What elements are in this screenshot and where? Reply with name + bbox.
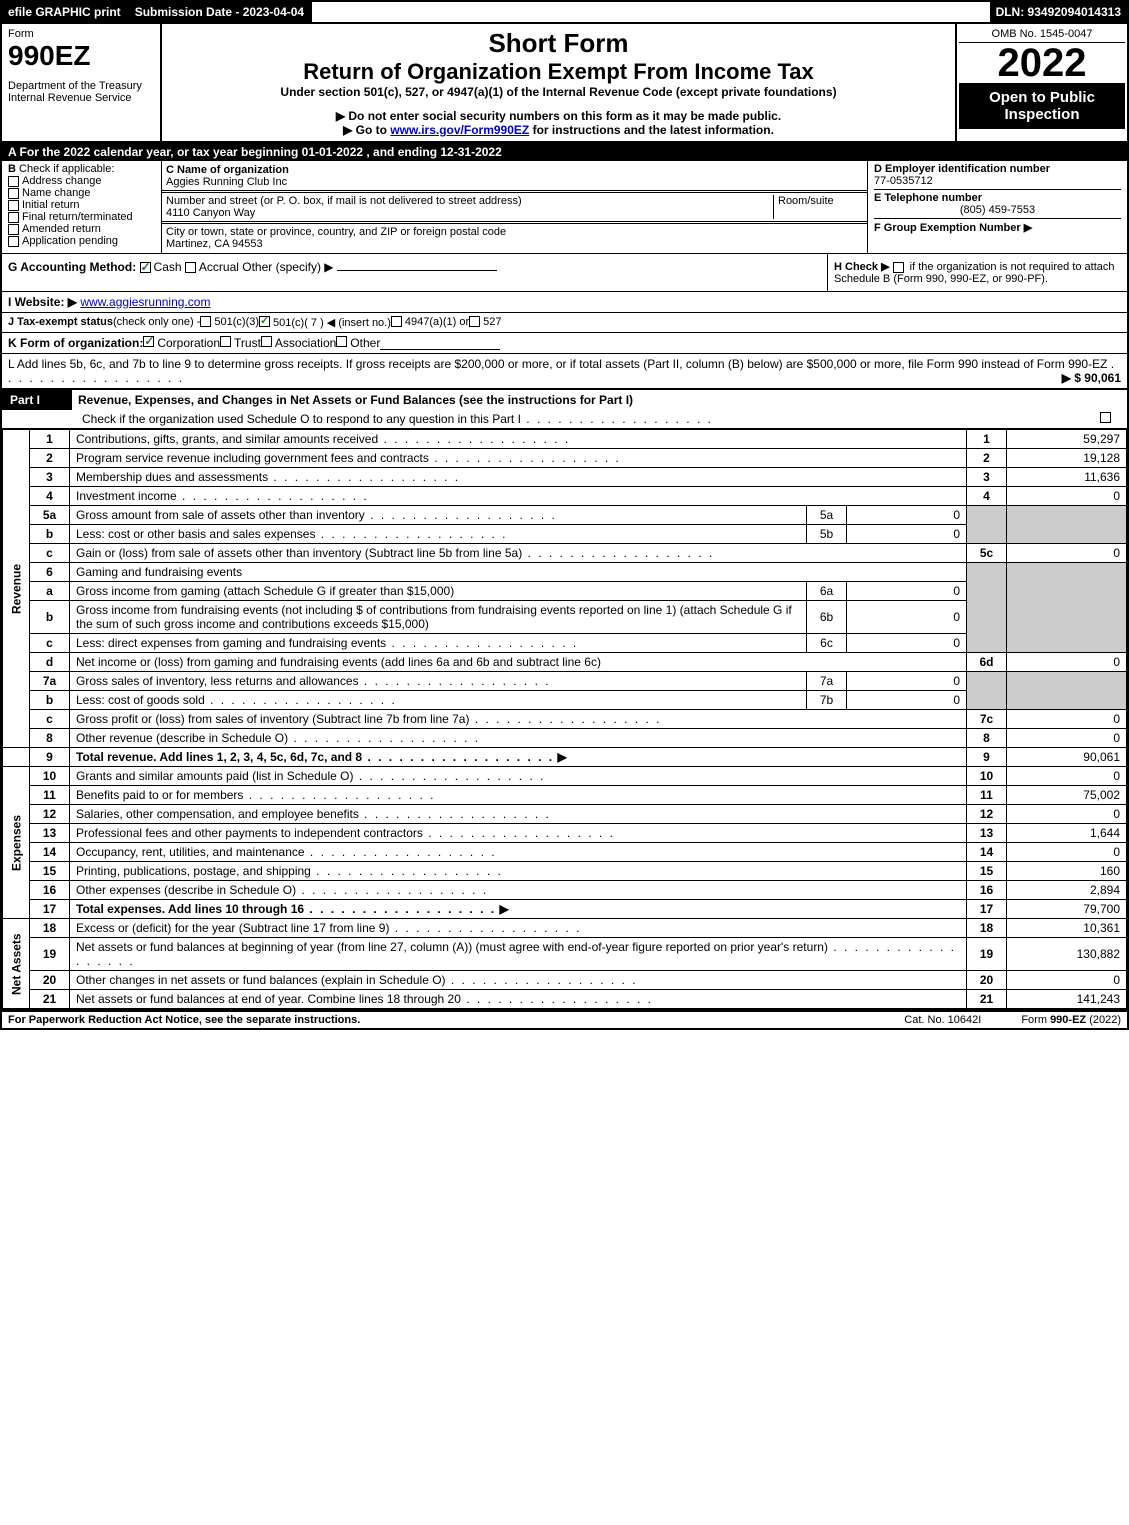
form-word: Form [8,28,154,40]
net-assets-label: Net Assets [3,919,30,1009]
accrual-checkbox[interactable] [185,262,196,273]
line-i: I Website: ▶ www.aggiesrunning.com [0,292,1129,313]
line1-value: 59,297 [1007,430,1127,449]
section-b: B Check if applicable: Address change Na… [2,161,162,253]
line-a: A For the 2022 calendar year, or tax yea… [0,143,1129,161]
website-link[interactable]: www.aggiesrunning.com [80,295,210,309]
501c-checkbox[interactable] [259,316,270,327]
form-header: Form 990EZ Department of the Treasury In… [0,24,1129,143]
schedule-b-checkbox[interactable] [893,262,904,273]
501c3-checkbox[interactable] [200,316,211,327]
line9-value: 90,061 [1007,748,1127,767]
section-c: C Name of organization Aggies Running Cl… [162,161,867,253]
page-footer: For Paperwork Reduction Act Notice, see … [0,1011,1129,1030]
part1-header: Part IRevenue, Expenses, and Changes in … [0,390,1129,429]
line17-value: 79,700 [1007,900,1127,919]
telephone: (805) 459-7553 [874,204,1121,216]
initial-return-checkbox[interactable] [8,200,19,211]
amended-return-checkbox[interactable] [8,224,19,235]
other-method-input[interactable] [337,270,497,271]
department: Department of the Treasury Internal Reve… [8,80,154,104]
line21-value: 141,243 [1007,990,1127,1009]
part1-table: Revenue 1Contributions, gifts, grants, a… [0,429,1129,1011]
irs-link[interactable]: www.irs.gov/Form990EZ [390,123,529,137]
name-change-checkbox[interactable] [8,188,19,199]
line20-value: 0 [1007,971,1127,990]
form-ref: Form 990-EZ (2022) [1021,1014,1121,1026]
4947-checkbox[interactable] [391,316,402,327]
association-checkbox[interactable] [261,336,272,347]
line6c-value: 0 [847,634,967,653]
under-section: Under section 501(c), 527, or 4947(a)(1)… [170,85,947,99]
final-return-checkbox[interactable] [8,212,19,223]
group-exemption-label: F Group Exemption Number ▶ [874,222,1032,234]
top-bar: efile GRAPHIC print Submission Date - 20… [0,0,1129,24]
line7b-value: 0 [847,691,967,710]
dln: DLN: 93492094014313 [990,2,1127,22]
line12-value: 0 [1007,805,1127,824]
application-pending-checkbox[interactable] [8,236,19,247]
line16-value: 2,894 [1007,881,1127,900]
submission-date: Submission Date - 2023-04-04 [129,2,312,22]
paperwork-notice: For Paperwork Reduction Act Notice, see … [8,1014,360,1026]
line15-value: 160 [1007,862,1127,881]
line18-value: 10,361 [1007,919,1127,938]
ein: 77-0535712 [874,175,1121,187]
street-address: 4110 Canyon Way [166,207,255,219]
short-form-title: Short Form [170,28,947,59]
goto-note: ▶ Go to www.irs.gov/Form990EZ for instru… [170,123,947,137]
bcdef-block: B Check if applicable: Address change Na… [0,161,1129,254]
line-l: L Add lines 5b, 6c, and 7b to line 9 to … [0,354,1129,390]
line7c-value: 0 [1007,710,1127,729]
line8-value: 0 [1007,729,1127,748]
line6d-value: 0 [1007,653,1127,672]
line2-value: 19,128 [1007,449,1127,468]
revenue-label: Revenue [3,430,30,748]
tax-year: 2022 [959,43,1125,83]
line4-value: 0 [1007,487,1127,506]
other-org-checkbox[interactable] [336,336,347,347]
line7a-value: 0 [847,672,967,691]
gross-receipts-amount: ▶ $ 90,061 [1062,371,1121,385]
line10-value: 0 [1007,767,1127,786]
corporation-checkbox[interactable] [143,336,154,347]
schedule-o-checkbox[interactable] [1100,412,1111,423]
line6b-value: 0 [847,601,967,634]
cat-number: Cat. No. 10642I [904,1014,981,1026]
expenses-label: Expenses [3,767,30,919]
line5b-value: 0 [847,525,967,544]
org-name: Aggies Running Club Inc [166,176,287,188]
line19-value: 130,882 [1007,938,1127,971]
city-state-zip: Martinez, CA 94553 [166,238,263,250]
line3-value: 11,636 [1007,468,1127,487]
ssn-note: ▶ Do not enter social security numbers o… [170,109,947,123]
line14-value: 0 [1007,843,1127,862]
line13-value: 1,644 [1007,824,1127,843]
line-k: K Form of organization: Corporation Trus… [0,333,1129,354]
main-title: Return of Organization Exempt From Incom… [170,59,947,85]
address-change-checkbox[interactable] [8,176,19,187]
form-id-block: Form 990EZ Department of the Treasury In… [2,24,162,141]
cash-checkbox[interactable] [140,262,151,273]
efile-print[interactable]: efile GRAPHIC print [2,2,129,22]
form-title-block: Short Form Return of Organization Exempt… [162,24,957,141]
section-def: D Employer identification number 77-0535… [867,161,1127,253]
trust-checkbox[interactable] [220,336,231,347]
form-year-block: OMB No. 1545-0047 2022 Open to Public In… [957,24,1127,141]
line5c-value: 0 [1007,544,1127,563]
open-public-badge: Open to Public Inspection [959,83,1125,129]
form-number: 990EZ [8,40,154,72]
gh-block: G Accounting Method: Cash Accrual Other … [0,254,1129,292]
line6a-value: 0 [847,582,967,601]
527-checkbox[interactable] [469,316,480,327]
other-org-input[interactable] [380,336,500,350]
line11-value: 75,002 [1007,786,1127,805]
line-j: J Tax-exempt status (check only one) - 5… [0,313,1129,333]
line5a-value: 0 [847,506,967,525]
room-suite-label: Room/suite [773,195,863,219]
